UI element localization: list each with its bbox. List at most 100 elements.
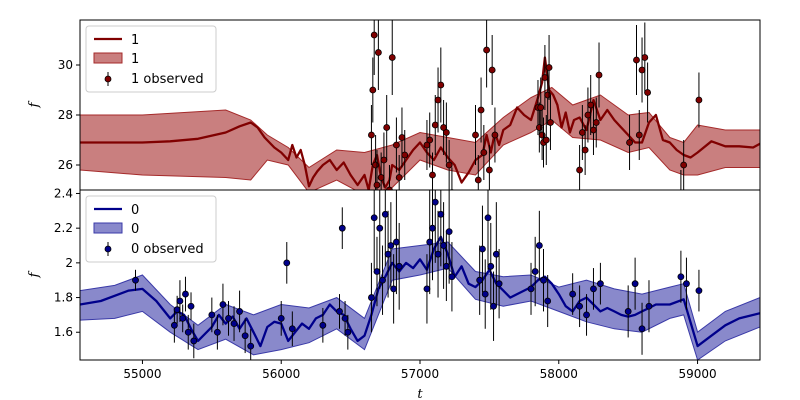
observed-point: [538, 131, 546, 139]
y-tick-label: 2.2: [54, 221, 73, 235]
observed-point: [434, 96, 442, 104]
observed-point: [576, 302, 583, 310]
observed-point: [368, 294, 375, 301]
observed-point: [431, 121, 439, 129]
observed-point: [545, 64, 553, 71]
observed-point: [448, 273, 456, 281]
legend-band-swatch: [93, 52, 123, 64]
observed-point: [370, 31, 378, 39]
observed-point: [544, 91, 552, 99]
plot-area: [80, 190, 760, 360]
observed-point: [624, 308, 632, 315]
y-tick-label: 1.8: [54, 291, 73, 305]
legend-entry-band: 1: [131, 52, 139, 67]
observed-point: [401, 151, 409, 159]
observed-point: [590, 285, 597, 293]
observed-point: [213, 328, 221, 336]
observed-point: [236, 308, 243, 315]
observed-point: [319, 321, 327, 329]
observed-point: [176, 297, 184, 305]
y-tick-label: 30: [58, 58, 73, 72]
observed-point: [626, 139, 633, 146]
observed-point: [190, 337, 198, 345]
observed-point: [479, 245, 486, 253]
observed-point: [429, 171, 436, 179]
observed-point: [219, 301, 227, 308]
observed-point: [490, 302, 497, 310]
observed-point: [595, 71, 603, 79]
observed-point: [445, 228, 453, 236]
observed-point: [395, 262, 403, 270]
observed-point: [472, 131, 479, 139]
legend-entry-mean: 1: [131, 33, 139, 48]
y-tick-label: 28: [58, 108, 73, 122]
observed-point: [241, 332, 249, 340]
observed-point: [173, 306, 181, 314]
observed-point: [477, 106, 485, 114]
observed-point: [442, 129, 450, 136]
observed-point: [592, 119, 600, 126]
observed-point: [132, 276, 139, 284]
observed-point: [184, 328, 192, 336]
observed-point: [537, 104, 545, 111]
observed-point: [434, 250, 442, 258]
observed-point: [431, 198, 439, 206]
observed-point: [182, 290, 189, 298]
mean-line: [80, 56, 760, 190]
observed-point: [398, 134, 406, 141]
x-tick-label: 57000: [401, 367, 439, 381]
observed-point: [387, 242, 395, 249]
observed-point: [429, 224, 436, 232]
observed-point: [487, 262, 495, 270]
observed-point: [680, 161, 688, 169]
observed-point: [423, 285, 431, 293]
observed-point: [426, 238, 434, 246]
observed-point: [440, 242, 447, 249]
observed-point: [481, 290, 489, 298]
observed-point: [368, 131, 375, 139]
y-axis-label: f: [27, 100, 42, 108]
observed-point: [393, 238, 400, 246]
observed-point: [379, 276, 386, 284]
top-panel: 26 28 30 f 1 1 1 observed: [27, 19, 761, 191]
observed-point: [247, 342, 255, 350]
bottom-panel: 1.6 1.8 2 2.2 2.4 55000 56000 57000 58000 59000 f t…: [27, 186, 761, 400]
observed-point: [683, 280, 690, 288]
observed-point: [437, 81, 445, 89]
observed-point: [336, 308, 343, 315]
observed-point: [442, 262, 450, 270]
legend: 0 0 0 observed: [85, 195, 217, 263]
observed-point: [170, 321, 178, 329]
observed-point: [492, 250, 500, 258]
observed-point: [388, 54, 396, 61]
observed-point: [638, 66, 646, 74]
observed-point: [535, 124, 543, 131]
observed-point: [476, 276, 484, 284]
observed-point: [535, 242, 543, 249]
observed-point: [547, 119, 554, 126]
observed-point: [341, 314, 349, 322]
observed-point: [587, 101, 595, 109]
observed-point: [695, 287, 703, 295]
legend-point-swatch: [104, 245, 112, 253]
observed-point: [633, 56, 640, 64]
observed-point: [635, 131, 643, 139]
observed-point: [527, 285, 535, 293]
observed-point: [277, 314, 285, 322]
observed-point: [540, 276, 547, 284]
observed-point: [597, 280, 604, 288]
observed-point: [584, 111, 592, 119]
observed-point: [483, 46, 491, 54]
observed-point: [230, 320, 238, 327]
observed-point: [581, 146, 589, 154]
observed-point: [485, 166, 493, 174]
x-axis-label: t: [417, 387, 423, 400]
observed-point: [380, 156, 388, 164]
legend-entry-band: 0: [131, 222, 139, 237]
observed-point: [373, 268, 381, 275]
legend-band-swatch: [93, 222, 123, 234]
legend-entry-observed: 1 observed: [131, 72, 204, 87]
observed-point: [474, 176, 482, 184]
observed-point: [344, 328, 352, 336]
